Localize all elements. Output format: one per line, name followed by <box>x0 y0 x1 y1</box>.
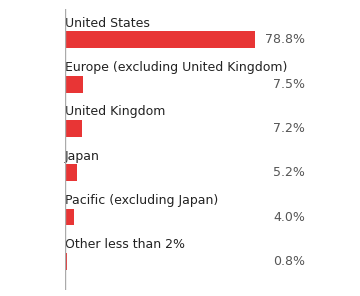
Bar <box>65 209 75 226</box>
Text: 7.5%: 7.5% <box>273 78 305 91</box>
Text: United Kingdom: United Kingdom <box>65 105 165 118</box>
Bar <box>65 31 255 48</box>
Bar <box>65 164 77 181</box>
Text: 78.8%: 78.8% <box>265 33 305 46</box>
Text: 7.2%: 7.2% <box>273 122 305 135</box>
Bar <box>65 76 83 93</box>
Text: 4.0%: 4.0% <box>273 210 305 223</box>
Text: 5.2%: 5.2% <box>273 166 305 179</box>
Text: Europe (excluding United Kingdom): Europe (excluding United Kingdom) <box>65 61 287 74</box>
Text: Pacific (excluding Japan): Pacific (excluding Japan) <box>65 194 218 207</box>
Text: 0.8%: 0.8% <box>273 255 305 268</box>
Bar <box>65 253 67 270</box>
Text: Japan: Japan <box>65 149 100 163</box>
Text: United States: United States <box>65 17 150 30</box>
Bar <box>65 120 82 137</box>
Text: Other less than 2%: Other less than 2% <box>65 238 185 251</box>
